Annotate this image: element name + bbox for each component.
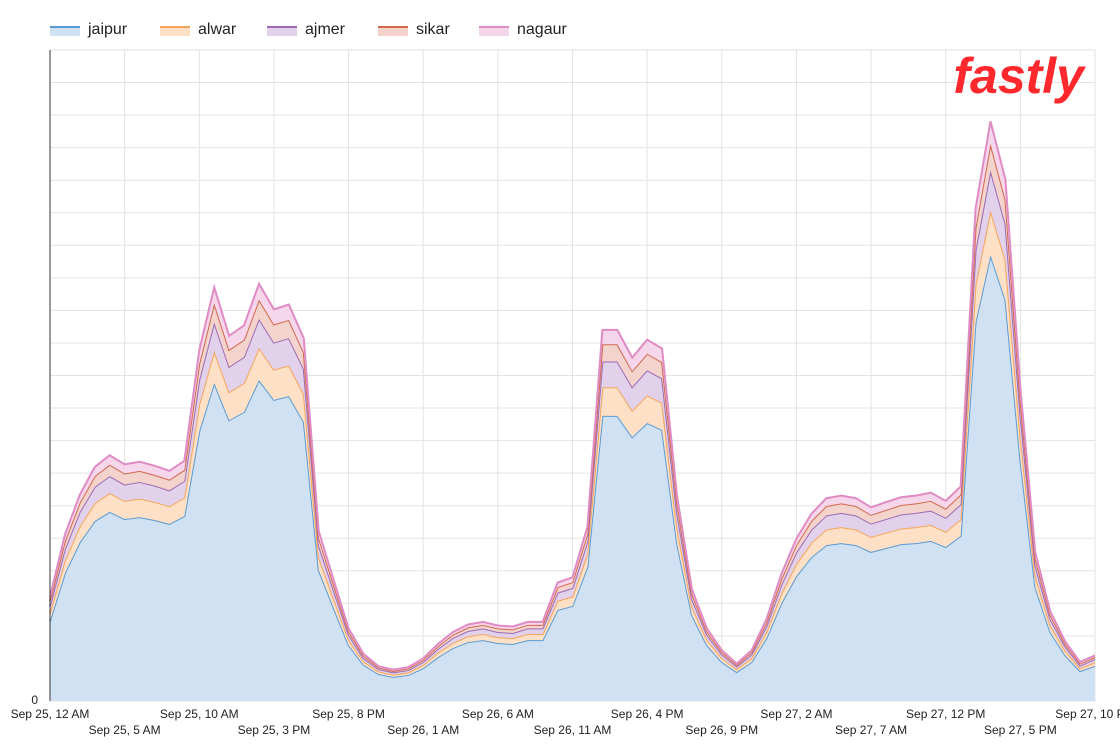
area (50, 255, 1095, 701)
legend-item: nagaur (479, 21, 567, 38)
x-tick-label: Sep 27, 5 PM (984, 723, 1057, 737)
legend-label: nagaur (517, 21, 567, 38)
x-tick-label: Sep 25, 8 PM (312, 707, 385, 721)
x-tick-label: Sep 26, 4 PM (611, 707, 684, 721)
legend-label: ajmer (305, 21, 346, 38)
legend-swatch (479, 26, 509, 36)
x-tick-label: Sep 27, 7 AM (835, 723, 907, 737)
legend-item: sikar (378, 21, 450, 38)
legend-label: sikar (416, 21, 450, 38)
legend-item: jaipur (50, 21, 128, 38)
x-tick-label: Sep 27, 10 PM (1055, 707, 1120, 721)
x-tick-label: Sep 25, 5 AM (89, 723, 161, 737)
legend-swatch (160, 26, 190, 36)
line (49, 121, 1096, 671)
x-tick-label: Sep 26, 6 AM (462, 707, 534, 721)
x-tick-label: Sep 27, 2 AM (760, 707, 832, 721)
legend-label: jaipur (87, 21, 128, 38)
y-tick-label: 0 (31, 693, 38, 707)
legend-swatch (378, 26, 408, 36)
logo: fastly (953, 48, 1086, 104)
legend-swatch (267, 26, 297, 36)
x-tick-label: Sep 25, 3 PM (238, 723, 311, 737)
x-tick-label: Sep 26, 1 AM (387, 723, 459, 737)
x-tick-label: Sep 26, 11 AM (534, 723, 612, 737)
legend-swatch (50, 26, 80, 36)
x-tick-label: Sep 25, 12 AM (11, 707, 90, 721)
x-tick-label: Sep 25, 10 AM (160, 707, 239, 721)
x-tick-label: Sep 27, 12 PM (906, 707, 985, 721)
x-tick-label: Sep 26, 9 PM (685, 723, 758, 737)
legend-item: alwar (160, 21, 237, 38)
legend-label: alwar (198, 21, 237, 38)
legend-item: ajmer (267, 21, 346, 38)
